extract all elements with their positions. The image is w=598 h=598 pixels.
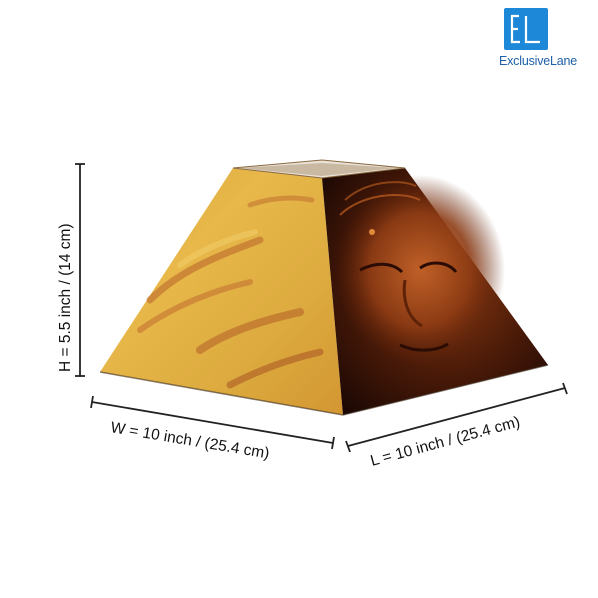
length-label: L = 10 inch / (25.4 cm) [369, 414, 522, 470]
brand-logo-mark [504, 8, 548, 50]
brand-name: ExclusiveLane [499, 54, 578, 68]
buddha-face-painting [335, 175, 505, 365]
el-monogram-icon [510, 14, 540, 44]
brand-logo: ExclusiveLane [499, 8, 595, 70]
lamp-shade [99, 159, 549, 416]
height-label: H = 5.5 inch / (14 cm) [57, 223, 74, 372]
width-dimension [90, 395, 335, 450]
length-dimension [345, 382, 568, 453]
width-label: W = 10 inch / (25.4 cm) [109, 419, 270, 462]
height-dimension [75, 163, 85, 377]
brush-strokes [137, 195, 324, 389]
